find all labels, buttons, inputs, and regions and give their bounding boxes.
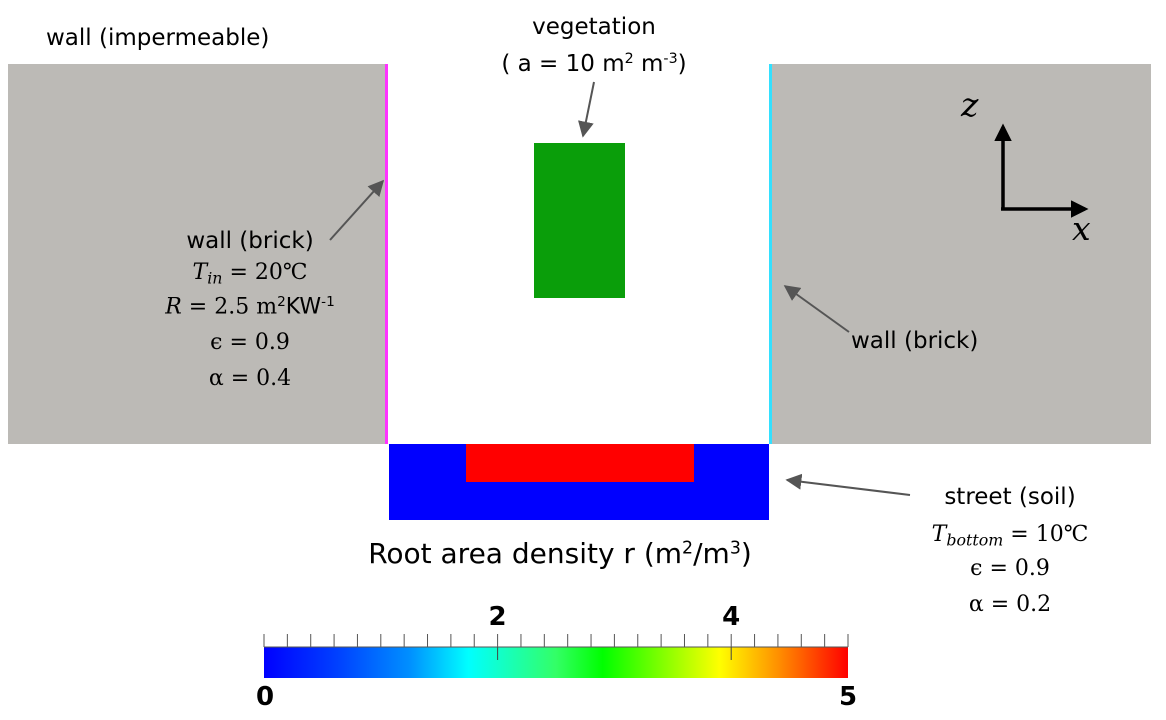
vegetation-density-open: ( a = 10 m [501, 50, 625, 77]
wall-impermeable-label: wall (impermeable) [46, 25, 270, 51]
tin-value: = 20℃ [222, 260, 308, 285]
colorbar-min-label: 0 [255, 682, 275, 712]
right-wall-brick-surface [769, 64, 772, 444]
vegetation-arrow [578, 81, 595, 138]
vegetation-patch [534, 143, 625, 298]
street-emissivity: ϵ = 0.9 [970, 556, 1050, 581]
tin-subscript: in [207, 268, 223, 288]
tbottom-subscript: bottom [946, 530, 1004, 550]
colorbar-title-post: ) [740, 537, 752, 570]
vegetation-density-close: ) [677, 50, 687, 77]
left-wall-block [8, 64, 386, 444]
r-unit: KW [285, 294, 322, 320]
vegetation-label: vegetation [532, 14, 656, 40]
left-wall-tin: Tin = 20℃ [110, 262, 390, 296]
left-wall-arrow [329, 179, 385, 241]
colorbar-title-exp1: 2 [682, 538, 694, 559]
vegetation-density-exp1: 2 [624, 51, 634, 67]
vegetation-density-exp2: -3 [663, 51, 678, 67]
street-arrow [785, 473, 911, 496]
tbottom-value: = 10℃ [1003, 522, 1089, 547]
left-wall-brick-surface [385, 64, 388, 444]
r-symbol: R [165, 294, 182, 320]
x-axis-label: x [1072, 209, 1091, 248]
colorbar-title-exp2: 3 [729, 538, 741, 559]
street-albedo: α = 0.2 [968, 592, 1052, 617]
left-wall-properties: wall (brick) Tin = 20℃ R = 2.5 m2KW-1 ϵ … [110, 230, 390, 402]
root-zone [466, 444, 694, 482]
colorbar-title: Root area density r (m2/m3) [290, 540, 830, 568]
colorbar-max-label: 5 [838, 682, 858, 712]
r-exp1: 2 [277, 294, 286, 310]
colorbar-major-label-2: 2 [488, 602, 507, 632]
tin-symbol: T [192, 260, 208, 285]
z-axis-label: z [961, 85, 979, 124]
left-wall-resistance: R = 2.5 m2KW-1 [110, 294, 390, 332]
colorbar-major-label-4: 4 [722, 602, 741, 632]
r-exp2: -1 [321, 294, 335, 310]
colorbar-ticks [263, 634, 849, 660]
left-wall-title: wall (brick) [186, 228, 314, 254]
colorbar-title-mid: /m [693, 537, 730, 570]
colorbar-title-pre: Root area density r (m [368, 537, 683, 570]
left-wall-albedo: α = 0.4 [208, 366, 292, 391]
colorbar-gradient [264, 647, 848, 678]
right-wall-label: wall (brick) [851, 328, 979, 354]
left-wall-emissivity: ϵ = 0.9 [210, 330, 290, 355]
vegetation-density-mid: m [633, 50, 664, 77]
tbottom-symbol: T [931, 522, 947, 547]
right-wall-arrow [783, 285, 850, 333]
street-tbottom: Tbottom = 10℃ [890, 524, 1130, 558]
street-properties: street (soil) Tbottom = 10℃ ϵ = 0.9 α = … [890, 486, 1130, 628]
street-title: street (soil) [944, 484, 1076, 510]
right-wall-block [772, 64, 1151, 444]
r-value: = 2.5 m [181, 294, 278, 320]
vegetation-density-label: ( a = 10 m2 m-3) [474, 52, 714, 76]
